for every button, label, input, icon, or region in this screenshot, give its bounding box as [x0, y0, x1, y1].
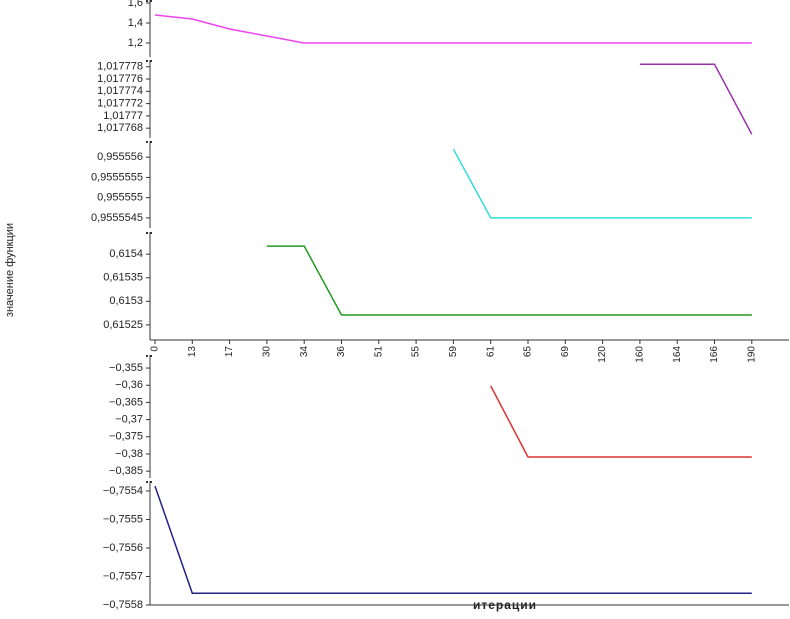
y-tick-label: 0,955555: [97, 192, 143, 204]
y-tick-label: 0,6154: [109, 248, 143, 260]
y-tick-label: 1,6: [128, 0, 143, 9]
y-tick-label: −0,7555: [103, 513, 143, 525]
y-tick-label: −0,7557: [103, 570, 143, 582]
y-tick-label: −0,355: [109, 362, 143, 374]
y-tick-label: −0,38: [115, 448, 143, 460]
series-line: [154, 14, 752, 44]
y-tick-label: 1,4: [128, 17, 143, 29]
x-tick-label: 190: [746, 346, 757, 363]
y-tick-label: −0,385: [109, 465, 143, 477]
y-tick-label: −0,36: [115, 379, 143, 391]
x-tick-label: 59: [448, 346, 459, 358]
x-tick-label: 34: [299, 346, 310, 358]
series-line: [490, 385, 752, 458]
y-tick-label: 1,017774: [97, 85, 143, 97]
y-tick-label: −0,375: [109, 431, 143, 443]
y-tick-label: −0,7558: [103, 599, 143, 611]
y-axis-label: значение функции: [4, 223, 16, 317]
series-line: [452, 148, 752, 219]
y-tick-label: 1,01777: [103, 110, 143, 122]
y-tick-label: 0,9555545: [91, 212, 143, 224]
y-tick-label: 0,61525: [103, 319, 143, 331]
y-tick-label: −0,365: [109, 396, 143, 408]
x-tick-label: 30: [262, 346, 273, 358]
y-tick-label: 0,6153: [109, 295, 143, 307]
y-tick-label: −0,7554: [103, 485, 143, 497]
x-tick-label: 120: [597, 346, 608, 363]
x-tick-label: 0: [150, 346, 161, 352]
x-tick-label: 55: [411, 346, 422, 358]
x-tick-label: 166: [709, 346, 720, 363]
y-tick-label: −0,37: [115, 413, 143, 425]
x-tick-label: 160: [635, 346, 646, 363]
y-tick-label: −0,7556: [103, 542, 143, 554]
x-tick-label: 164: [672, 346, 683, 363]
y-tick-label: 1,017778: [97, 61, 143, 73]
series-line: [266, 245, 752, 316]
y-tick-label: 1,2: [128, 37, 143, 49]
x-tick-label: 51: [373, 346, 384, 358]
x-tick-label: 36: [336, 346, 347, 358]
series-line: [639, 63, 753, 135]
y-tick-label: 0,955556: [97, 151, 143, 163]
x-tick-label: 61: [485, 346, 496, 358]
x-tick-label: 17: [224, 346, 235, 358]
y-tick-label: 1,017772: [97, 98, 143, 110]
y-tick-label: 0,61535: [103, 272, 143, 284]
y-tick-label: 1,017776: [97, 73, 143, 85]
series-line: [154, 485, 752, 595]
y-tick-label: 0,9555555: [91, 171, 143, 183]
x-tick-label: 13: [187, 346, 198, 358]
y-tick-label: 1,017768: [97, 122, 143, 134]
x-tick-label: 69: [560, 346, 571, 358]
x-tick-label: 65: [523, 346, 534, 358]
